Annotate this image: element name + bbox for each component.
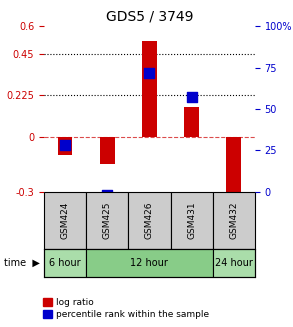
FancyBboxPatch shape <box>86 192 128 249</box>
Bar <box>226 137 241 205</box>
Text: GSM426: GSM426 <box>145 201 154 239</box>
FancyBboxPatch shape <box>44 192 86 249</box>
FancyBboxPatch shape <box>86 249 213 277</box>
FancyBboxPatch shape <box>213 249 255 277</box>
Legend: log ratio, percentile rank within the sample: log ratio, percentile rank within the sa… <box>40 294 213 322</box>
Bar <box>58 137 72 155</box>
Bar <box>184 107 199 137</box>
Text: GSM432: GSM432 <box>229 201 238 239</box>
Point <box>63 143 67 148</box>
Point <box>231 198 236 203</box>
Bar <box>100 137 115 164</box>
Text: GSM431: GSM431 <box>187 201 196 239</box>
FancyBboxPatch shape <box>171 192 213 249</box>
Text: GSM424: GSM424 <box>61 201 69 239</box>
Text: 12 hour: 12 hour <box>130 258 168 268</box>
Point <box>189 95 194 100</box>
Text: 6 hour: 6 hour <box>49 258 81 268</box>
FancyBboxPatch shape <box>44 249 86 277</box>
Text: 24 hour: 24 hour <box>215 258 253 268</box>
Text: GSM425: GSM425 <box>103 201 112 239</box>
Point <box>105 193 110 198</box>
Bar <box>142 41 157 137</box>
FancyBboxPatch shape <box>128 192 171 249</box>
Title: GDS5 / 3749: GDS5 / 3749 <box>106 9 193 24</box>
Point <box>147 70 152 75</box>
Text: time  ▶: time ▶ <box>4 258 40 268</box>
FancyBboxPatch shape <box>213 192 255 249</box>
